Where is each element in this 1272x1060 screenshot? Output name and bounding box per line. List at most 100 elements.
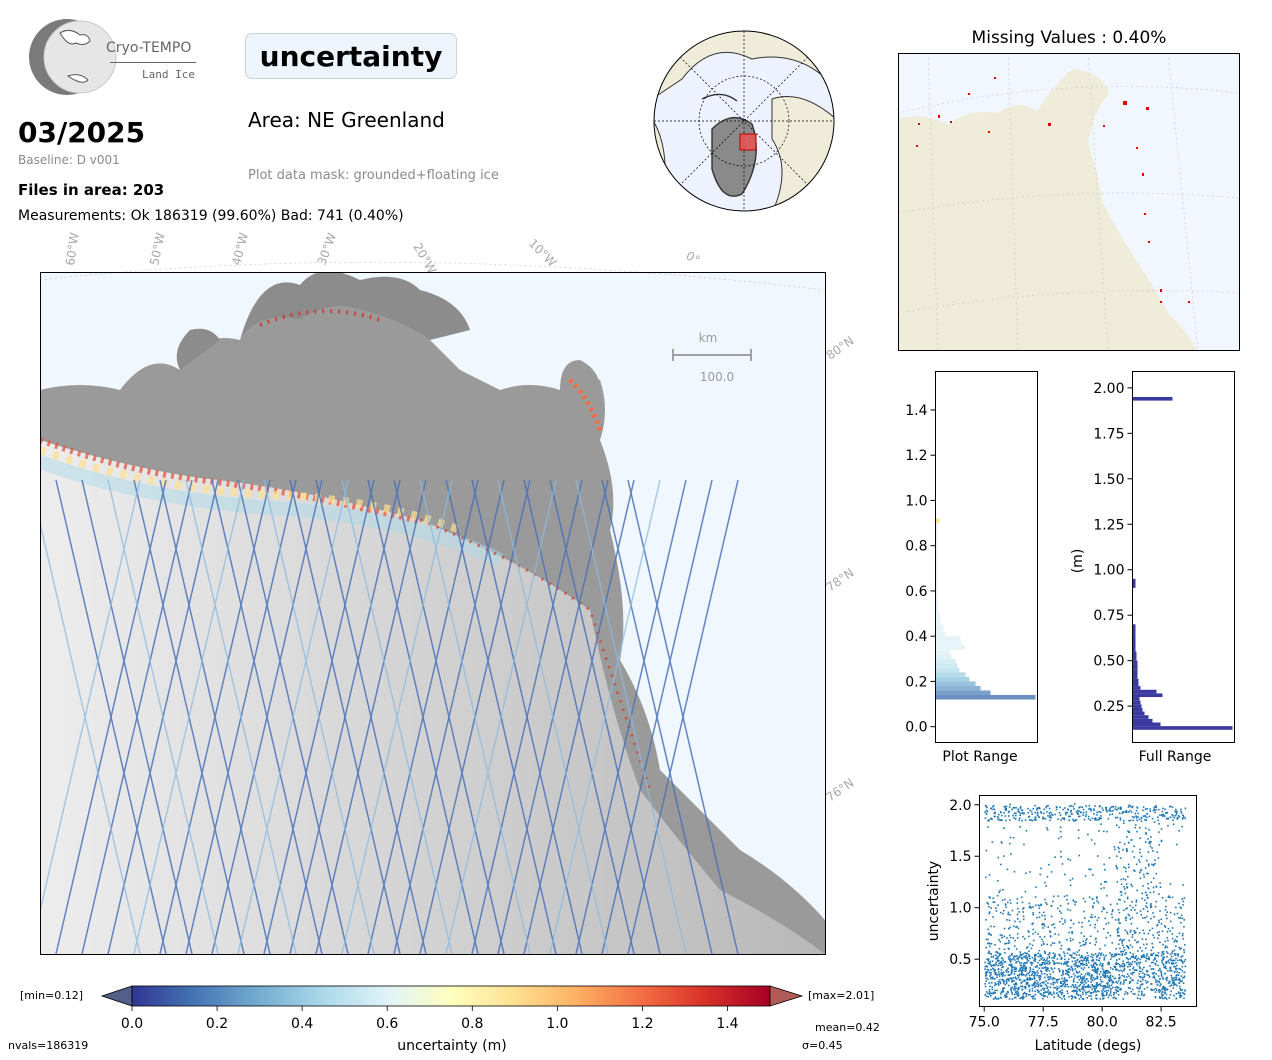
scatter-point bbox=[1156, 851, 1159, 854]
scatter-point bbox=[1169, 970, 1171, 972]
scatter-point bbox=[1053, 942, 1056, 945]
scatter-point bbox=[1125, 956, 1128, 959]
scatter-point bbox=[1155, 809, 1157, 811]
scatter-point bbox=[1068, 949, 1071, 951]
scatter-point bbox=[1123, 938, 1125, 941]
scatter-point bbox=[1160, 954, 1163, 957]
scatter-point bbox=[1155, 960, 1158, 962]
scatter-point bbox=[1134, 969, 1136, 972]
scatter-point bbox=[1147, 956, 1150, 959]
scatter-point bbox=[1019, 973, 1021, 976]
hist-tick-label: 1.00 bbox=[1093, 563, 1124, 579]
scatter-point bbox=[1111, 813, 1114, 816]
scatter-point bbox=[1180, 959, 1183, 961]
scatter-point bbox=[1103, 830, 1105, 833]
scatter-point bbox=[1131, 963, 1133, 966]
scatter-point bbox=[1162, 807, 1164, 810]
scatter-point bbox=[1096, 975, 1098, 978]
scatter-point bbox=[1031, 987, 1034, 990]
scatter-point bbox=[1031, 972, 1034, 975]
scatter-point bbox=[1148, 841, 1150, 844]
scatter-point bbox=[1136, 959, 1138, 961]
scatter-point bbox=[1066, 952, 1069, 955]
scatter-point bbox=[1021, 809, 1024, 812]
scatter-point bbox=[1112, 996, 1115, 999]
scatter-point bbox=[1148, 829, 1150, 831]
scatter-point bbox=[989, 945, 991, 948]
scatter-point bbox=[1032, 939, 1035, 942]
scatter-point bbox=[1127, 863, 1130, 866]
scatter-point bbox=[988, 963, 991, 966]
scatter-point bbox=[1105, 809, 1108, 812]
scatter-point bbox=[986, 901, 989, 904]
scatter-point bbox=[1106, 986, 1109, 989]
scatter-point bbox=[1038, 959, 1041, 962]
scatter-point bbox=[1087, 966, 1090, 969]
scatter-point bbox=[1011, 998, 1014, 1000]
scatter-point bbox=[1073, 986, 1075, 989]
scatter-point bbox=[1121, 954, 1124, 957]
hist-tick-label: 0.2 bbox=[905, 674, 927, 690]
scatter-point bbox=[985, 806, 988, 809]
scatter-point bbox=[1009, 955, 1011, 957]
scatter-point bbox=[1037, 984, 1040, 986]
scatter-point bbox=[1133, 870, 1136, 872]
scatter-point bbox=[1010, 989, 1013, 992]
scatter-point bbox=[1104, 976, 1107, 979]
scatter-point bbox=[990, 817, 992, 820]
scatter-point bbox=[1070, 809, 1073, 812]
scatter-point bbox=[1061, 991, 1064, 994]
scatter-point bbox=[1164, 945, 1167, 947]
scatter-point bbox=[1013, 973, 1016, 975]
scatter-point bbox=[1042, 927, 1044, 929]
scatter-point bbox=[1050, 871, 1053, 873]
scatter-point bbox=[1102, 928, 1105, 930]
scatter-point bbox=[1011, 979, 1013, 981]
scatter-point bbox=[1173, 959, 1176, 962]
scatter-point bbox=[1034, 981, 1036, 984]
scatter-point bbox=[1000, 841, 1003, 843]
scatter-point bbox=[1109, 903, 1112, 906]
scatter-point bbox=[1142, 873, 1145, 876]
scatter-point bbox=[985, 971, 987, 974]
scatter-point bbox=[1028, 935, 1030, 938]
scatter-point bbox=[1178, 978, 1181, 981]
scatter-point bbox=[1141, 938, 1144, 940]
scatter-point bbox=[1184, 958, 1187, 961]
scatter-point bbox=[1153, 807, 1156, 809]
scatter-point bbox=[1139, 877, 1142, 880]
scatter-point bbox=[1135, 815, 1137, 818]
scatter-point bbox=[1108, 809, 1111, 812]
scatter-point bbox=[1040, 944, 1043, 947]
scatter-point bbox=[1179, 906, 1182, 909]
scatter-point bbox=[1127, 811, 1130, 813]
scatter-point bbox=[1090, 998, 1093, 1000]
scatter-point bbox=[1146, 894, 1148, 897]
scatter-point bbox=[1073, 819, 1076, 822]
hist-tick-label: 0.8 bbox=[905, 539, 927, 555]
scatter-point bbox=[1008, 998, 1011, 1000]
area-highlight-marker bbox=[739, 133, 757, 151]
scatter-point bbox=[1123, 900, 1126, 903]
scatter-point bbox=[1017, 976, 1020, 979]
scatter-point bbox=[1171, 927, 1174, 929]
scatter-point bbox=[1003, 980, 1005, 983]
scatter-point bbox=[1039, 955, 1042, 958]
scatter-point bbox=[1024, 985, 1027, 988]
scatter-point bbox=[1070, 985, 1072, 988]
scatter-point bbox=[1133, 930, 1135, 932]
scatter-point bbox=[1160, 975, 1163, 977]
scale-value-label: 100.0 bbox=[700, 370, 734, 384]
scatter-point bbox=[1183, 919, 1186, 921]
scatter-point bbox=[1142, 943, 1145, 946]
scatter-point bbox=[1049, 986, 1052, 988]
scatter-point bbox=[1002, 971, 1005, 974]
scatter-point bbox=[1042, 940, 1044, 943]
scatter-point bbox=[1065, 970, 1068, 972]
scatter-point bbox=[1101, 963, 1104, 965]
scatter-point bbox=[1048, 807, 1051, 810]
scatter-point bbox=[1158, 989, 1160, 992]
lon-label-60w: 60°W bbox=[63, 232, 81, 267]
scatter-point bbox=[1113, 996, 1115, 999]
scatter-point bbox=[1124, 929, 1127, 931]
